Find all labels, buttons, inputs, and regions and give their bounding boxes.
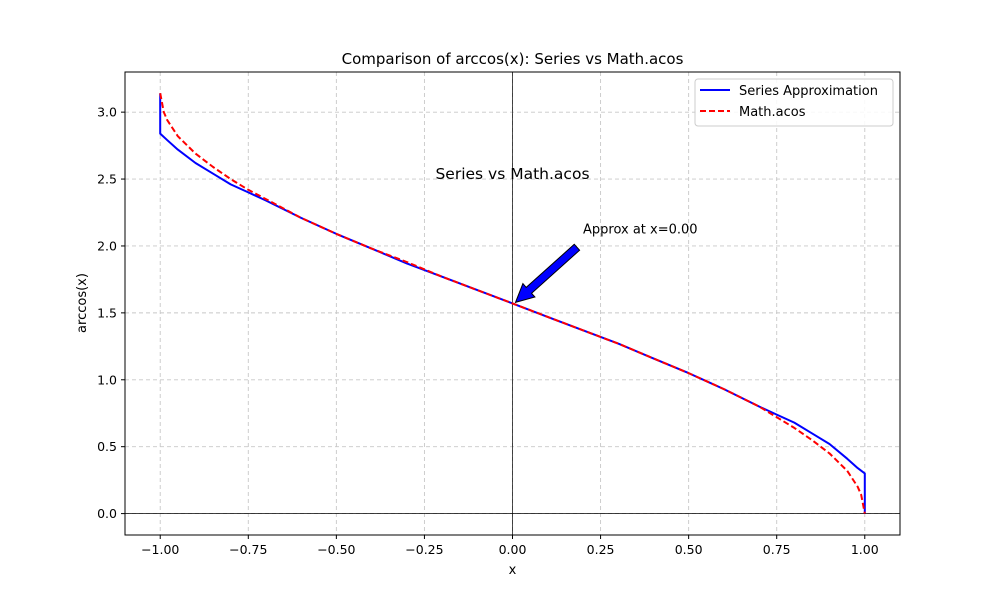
y-tick-label: 1.0: [97, 372, 117, 387]
x-tick-label: 1.00: [851, 542, 879, 557]
x-tick-label: −1.00: [141, 542, 179, 557]
annotation: Approx at x=0.00: [514, 222, 698, 304]
y-axis-ticks: 0.0 0.5 1.0 1.5 2.0 2.5 3.0: [97, 105, 125, 521]
y-axis-label: arccos(x): [75, 273, 90, 333]
y-tick-label: 2.5: [97, 172, 117, 187]
y-tick-label: 2.0: [97, 238, 117, 253]
x-tick-label: −0.25: [405, 542, 443, 557]
x-tick-label: 0.00: [499, 542, 527, 557]
series-line-math-acos: [159, 93, 866, 514]
x-tick-label: 0.25: [587, 542, 615, 557]
series-layer: [159, 93, 866, 514]
x-tick-label: −0.50: [317, 542, 355, 557]
y-tick-label: 1.5: [97, 305, 117, 320]
x-tick-label: 0.75: [763, 542, 791, 557]
chart-title: Comparison of arccos(x): Series vs Math.…: [342, 50, 684, 68]
center-text: Series vs Math.acos: [435, 165, 589, 183]
x-axis-ticks: −1.00 −0.75 −0.50 −0.25 0.00 0.25 0.50 0.75 1.00: [141, 535, 879, 557]
legend: Series Approximation Math.acos: [694, 78, 894, 127]
x-tick-label: −0.75: [229, 542, 267, 557]
annotation-arrow: [514, 243, 581, 304]
x-axis-label: x: [509, 563, 517, 578]
legend-label-math-acos: Math.acos: [739, 105, 806, 120]
legend-box: [694, 78, 894, 127]
annotation-text: Approx at x=0.00: [583, 222, 698, 237]
y-tick-label: 0.5: [97, 439, 117, 454]
legend-label-series-approximation: Series Approximation: [739, 84, 878, 99]
y-tick-label: 3.0: [97, 105, 117, 120]
x-tick-label: 0.50: [675, 542, 703, 557]
y-tick-label: 0.0: [97, 506, 117, 521]
